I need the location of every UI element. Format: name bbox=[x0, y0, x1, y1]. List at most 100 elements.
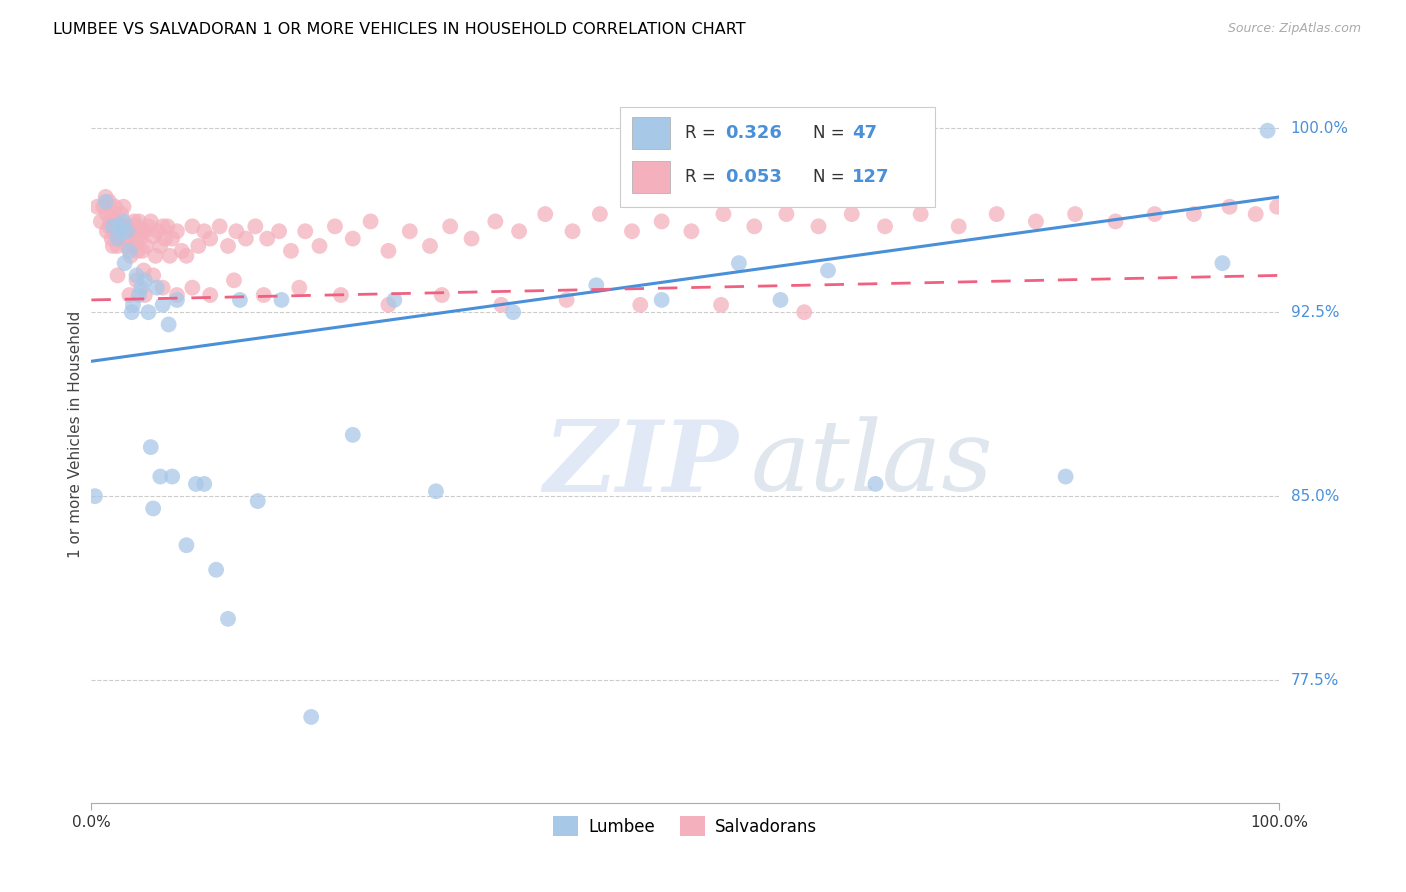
Point bbox=[793, 305, 815, 319]
Point bbox=[1257, 123, 1279, 137]
Point bbox=[555, 293, 578, 307]
Point bbox=[121, 305, 143, 319]
Point bbox=[1104, 214, 1126, 228]
Point bbox=[166, 288, 188, 302]
Point bbox=[1054, 469, 1077, 483]
Point bbox=[115, 239, 138, 253]
Point bbox=[270, 293, 292, 307]
Point bbox=[491, 298, 513, 312]
Point bbox=[419, 239, 441, 253]
Point bbox=[84, 489, 107, 503]
Point bbox=[651, 214, 673, 228]
Point bbox=[94, 190, 117, 204]
Point bbox=[103, 224, 125, 238]
Point bbox=[200, 288, 222, 302]
Point bbox=[166, 224, 188, 238]
Point bbox=[170, 244, 193, 258]
Legend: Lumbee, Salvadorans: Lumbee, Salvadorans bbox=[547, 810, 824, 842]
Point bbox=[769, 293, 792, 307]
Point bbox=[129, 224, 152, 238]
Point bbox=[135, 239, 157, 253]
Point bbox=[430, 288, 453, 302]
Point bbox=[125, 273, 148, 287]
Point bbox=[181, 280, 204, 294]
Point bbox=[217, 612, 239, 626]
Point bbox=[200, 231, 222, 245]
Point bbox=[121, 224, 143, 238]
Point bbox=[628, 298, 651, 312]
Text: 100.0%: 100.0% bbox=[1291, 120, 1348, 136]
Point bbox=[157, 318, 180, 332]
Point bbox=[681, 224, 703, 238]
Point bbox=[100, 214, 122, 228]
Point bbox=[156, 219, 179, 234]
Point bbox=[620, 224, 643, 238]
Text: 92.5%: 92.5% bbox=[1291, 305, 1339, 319]
Point bbox=[1143, 207, 1166, 221]
Point bbox=[134, 273, 156, 287]
Point bbox=[1211, 256, 1233, 270]
Point bbox=[561, 224, 583, 238]
Point bbox=[100, 204, 122, 219]
Point bbox=[398, 224, 420, 238]
Point bbox=[117, 224, 139, 238]
Point bbox=[176, 249, 198, 263]
Point bbox=[129, 280, 152, 294]
Point bbox=[222, 273, 245, 287]
Point bbox=[775, 207, 797, 221]
Point bbox=[246, 494, 269, 508]
Point bbox=[253, 288, 276, 302]
Point bbox=[134, 224, 156, 238]
Point bbox=[299, 710, 322, 724]
Point bbox=[193, 224, 215, 238]
Point bbox=[817, 263, 839, 277]
Point bbox=[1265, 200, 1288, 214]
Point bbox=[98, 219, 121, 234]
Point bbox=[142, 229, 165, 244]
Point bbox=[589, 207, 612, 221]
Y-axis label: 1 or more Vehicles in Household: 1 or more Vehicles in Household bbox=[67, 311, 83, 558]
Point bbox=[110, 224, 132, 238]
Point bbox=[107, 231, 129, 245]
Point bbox=[153, 231, 176, 245]
Point bbox=[208, 219, 231, 234]
Text: 0.326: 0.326 bbox=[724, 124, 782, 142]
Point bbox=[94, 194, 117, 209]
Point bbox=[115, 224, 138, 238]
Text: N =: N = bbox=[813, 169, 849, 186]
Point bbox=[439, 219, 461, 234]
Point bbox=[229, 293, 252, 307]
Point bbox=[181, 219, 204, 234]
Point bbox=[118, 224, 141, 238]
Point bbox=[508, 224, 530, 238]
Bar bbox=[631, 161, 671, 194]
Point bbox=[728, 256, 751, 270]
Point bbox=[122, 219, 145, 234]
Bar bbox=[631, 117, 671, 149]
Point bbox=[841, 207, 863, 221]
Point bbox=[294, 224, 316, 238]
Point bbox=[115, 231, 138, 245]
Point bbox=[145, 249, 167, 263]
Point bbox=[138, 219, 160, 234]
Point bbox=[342, 231, 364, 245]
Point bbox=[377, 298, 399, 312]
Point bbox=[104, 200, 127, 214]
Text: N =: N = bbox=[813, 124, 849, 142]
Point bbox=[127, 244, 149, 258]
Point bbox=[104, 224, 127, 238]
Point bbox=[910, 207, 932, 221]
Point bbox=[502, 305, 524, 319]
Point bbox=[235, 231, 257, 245]
Point bbox=[986, 207, 1008, 221]
Point bbox=[107, 224, 129, 238]
Point bbox=[256, 231, 278, 245]
Point bbox=[160, 469, 183, 483]
Point bbox=[101, 239, 124, 253]
Point bbox=[118, 288, 141, 302]
Point bbox=[245, 219, 267, 234]
Point bbox=[460, 231, 482, 245]
Point bbox=[160, 231, 183, 245]
Point bbox=[288, 280, 311, 294]
Point bbox=[166, 293, 188, 307]
